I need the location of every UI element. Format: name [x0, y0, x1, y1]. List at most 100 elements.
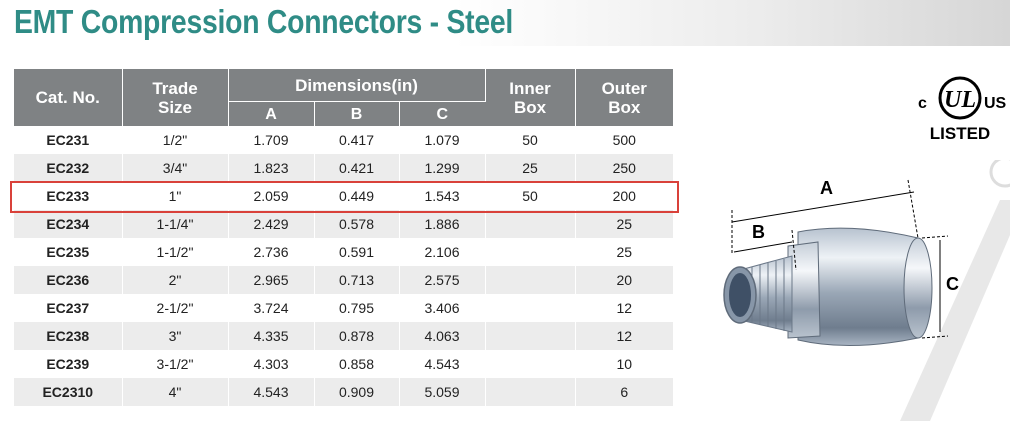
cell-trade-size: 4"	[122, 378, 229, 406]
cell-inner-box	[485, 266, 576, 294]
cell-dim-a: 4.543	[228, 378, 315, 406]
cell-dim-c: 1.299	[399, 154, 486, 182]
cell-dim-b: 0.795	[314, 294, 400, 322]
cell-inner-box	[485, 210, 576, 238]
table-row: EC2310 4" 4.543 0.909 5.059 6	[14, 378, 673, 406]
cell-dim-c: 3.406	[399, 294, 486, 322]
cell-dim-a: 2.059	[228, 182, 315, 210]
cell-dim-a: 2.965	[228, 266, 315, 294]
cell-outer-box: 12	[575, 322, 673, 350]
cell-outer-box: 25	[575, 210, 673, 238]
cell-dim-b: 0.878	[314, 322, 400, 350]
cell-trade-size: 1-1/2"	[122, 238, 229, 266]
cell-inner-box: 25	[485, 154, 576, 182]
header-outer-box: Outer Box	[575, 69, 673, 126]
table-row: EC237 2-1/2" 3.724 0.795 3.406 12	[14, 294, 673, 322]
cell-cat-no: EC234	[14, 210, 123, 238]
label-a: A	[820, 178, 833, 198]
cell-dim-a: 4.303	[228, 350, 315, 378]
cell-cat-no: EC2310	[14, 378, 123, 406]
cell-inner-box	[485, 378, 576, 406]
cell-trade-size: 3"	[122, 322, 229, 350]
cell-inner-box	[485, 350, 576, 378]
cell-outer-box: 20	[575, 266, 673, 294]
cell-cat-no: EC233	[14, 182, 123, 210]
cell-dim-b: 0.449	[314, 182, 400, 210]
table-row: EC236 2" 2.965 0.713 2.575 20	[14, 266, 673, 294]
ul-text: UL	[944, 87, 976, 113]
cell-cat-no: EC235	[14, 238, 123, 266]
header-trade-size: Trade Size	[122, 69, 229, 126]
cell-outer-box: 200	[575, 182, 673, 210]
cell-trade-size: 1-1/4"	[122, 210, 229, 238]
cell-outer-box: 12	[575, 294, 673, 322]
header-dimensions: Dimensions(in)	[228, 69, 486, 102]
cell-inner-box	[485, 238, 576, 266]
cell-dim-c: 4.543	[399, 350, 486, 378]
cell-cat-no: EC238	[14, 322, 123, 350]
cell-cat-no: EC232	[14, 154, 123, 182]
cell-inner-box: 50	[485, 182, 576, 210]
cell-cat-no: EC231	[14, 126, 123, 154]
cell-cat-no: EC239	[14, 350, 123, 378]
cell-dim-b: 0.909	[314, 378, 400, 406]
cell-trade-size: 2-1/2"	[122, 294, 229, 322]
ul-listed-text: LISTED	[930, 124, 990, 143]
table-row: EC235 1-1/2" 2.736 0.591 2.106 25	[14, 238, 673, 266]
cell-dim-b: 0.421	[314, 154, 400, 182]
cell-dim-b: 0.417	[314, 126, 400, 154]
header-cat-no: Cat. No.	[14, 69, 123, 126]
header-dim-b: B	[314, 101, 400, 126]
cell-inner-box	[485, 322, 576, 350]
cell-trade-size: 3-1/2"	[122, 350, 229, 378]
ul-c-text: c	[918, 95, 927, 112]
table-row: EC231 1/2" 1.709 0.417 1.079 50 500	[14, 126, 673, 154]
cell-dim-c: 2.575	[399, 266, 486, 294]
cell-dim-c: 1.886	[399, 210, 486, 238]
cell-inner-box: 50	[485, 126, 576, 154]
cell-dim-c: 5.059	[399, 378, 486, 406]
cell-dim-b: 0.858	[314, 350, 400, 378]
row-highlight-frame	[10, 181, 679, 213]
cell-dim-c: 1.079	[399, 126, 486, 154]
cell-dim-a: 3.724	[228, 294, 315, 322]
ul-us-text: US	[984, 95, 1006, 112]
cell-outer-box: 6	[575, 378, 673, 406]
cell-dim-c: 1.543	[399, 182, 486, 210]
table-row: EC234 1-1/4" 2.429 0.578 1.886 25	[14, 210, 673, 238]
cell-dim-a: 1.709	[228, 126, 315, 154]
cell-dim-b: 0.578	[314, 210, 400, 238]
table-row: EC239 3-1/2" 4.303 0.858 4.543 10	[14, 350, 673, 378]
table-row: EC238 3" 4.335 0.878 4.063 12	[14, 322, 673, 350]
cell-trade-size: 2"	[122, 266, 229, 294]
header-dim-a: A	[228, 101, 315, 126]
cell-trade-size: 3/4"	[122, 154, 229, 182]
cell-dim-c: 2.106	[399, 238, 486, 266]
label-c: C	[946, 274, 959, 294]
cell-dim-b: 0.591	[314, 238, 400, 266]
cell-outer-box: 500	[575, 126, 673, 154]
table-row: EC232 3/4" 1.823 0.421 1.299 25 250	[14, 154, 673, 182]
table-row: EC233 1" 2.059 0.449 1.543 50 200	[14, 182, 673, 210]
cell-dim-a: 1.823	[228, 154, 315, 182]
cell-outer-box: 10	[575, 350, 673, 378]
header-inner-box: Inner Box	[485, 69, 576, 126]
cell-inner-box	[485, 294, 576, 322]
title-band	[0, 0, 1010, 46]
cell-dim-a: 4.335	[228, 322, 315, 350]
cell-dim-a: 2.736	[228, 238, 315, 266]
watermark-shape	[900, 200, 1010, 421]
cell-dim-c: 4.063	[399, 322, 486, 350]
cell-cat-no: EC236	[14, 266, 123, 294]
cell-cat-no: EC237	[14, 294, 123, 322]
cell-trade-size: 1"	[122, 182, 229, 210]
ul-listed-mark: c UL US LISTED	[918, 76, 1006, 143]
spec-table: Cat. No. Trade Size Dimensions(in) Inner B…	[14, 69, 673, 406]
cell-outer-box: 25	[575, 238, 673, 266]
cell-dim-b: 0.713	[314, 266, 400, 294]
cell-outer-box: 250	[575, 154, 673, 182]
connector-diagram: A B C	[723, 160, 1010, 421]
watermark-circle	[989, 160, 1010, 188]
cell-dim-a: 2.429	[228, 210, 315, 238]
header-dim-c: C	[399, 101, 485, 126]
